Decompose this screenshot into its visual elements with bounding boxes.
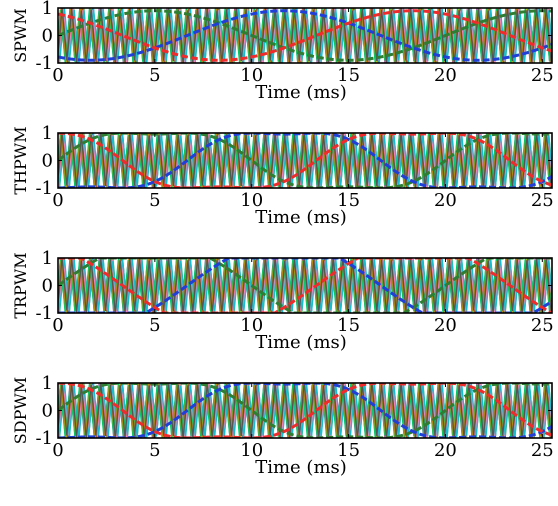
x-tick-label: 5: [149, 315, 160, 336]
carrier-wave: [58, 8, 552, 63]
y-axis-label: SPWM: [11, 8, 30, 63]
reference-wave-phase-2: [58, 9, 552, 62]
y-tick-label: 0: [42, 276, 53, 297]
x-tick-label: 10: [240, 440, 263, 461]
carrier-wave: [58, 258, 552, 313]
y-axis-label: TRPWM: [11, 252, 30, 318]
x-axis-label: Time (ms): [255, 82, 347, 103]
carrier-wave: [58, 258, 552, 313]
x-tick-label: 0: [52, 440, 63, 461]
carrier-wave: [58, 383, 552, 438]
x-tick-label: 20: [434, 65, 457, 86]
y-tick-label: -1: [35, 303, 53, 324]
x-tick-label: 25: [531, 315, 554, 336]
x-axis-label: Time (ms): [255, 332, 347, 353]
x-tick-label: 15: [337, 440, 360, 461]
y-axis-label: SDPWM: [11, 377, 30, 444]
x-tick-label: 15: [337, 315, 360, 336]
plot-area: [58, 383, 552, 438]
x-tick-label: 15: [337, 65, 360, 86]
carrier-wave: [58, 383, 552, 438]
reference-wave-phase-1: [58, 133, 552, 188]
x-tick-label: 5: [149, 440, 160, 461]
x-tick-label: 5: [149, 190, 160, 211]
carrier-wave: [58, 133, 552, 188]
plot-area: [58, 8, 552, 63]
x-tick-label: 25: [531, 190, 554, 211]
y-tick-label: 0: [42, 26, 53, 47]
x-tick-label: 0: [52, 315, 63, 336]
carrier-wave: [58, 383, 552, 438]
carrier-wave: [58, 133, 552, 188]
plot-area: [58, 258, 552, 313]
y-tick-label: 1: [42, 0, 53, 19]
x-tick-label: 10: [240, 65, 263, 86]
reference-wave-phase-1: [58, 383, 552, 438]
x-tick-label: 25: [531, 440, 554, 461]
x-axis-label: Time (ms): [255, 457, 347, 478]
y-tick-label: 1: [42, 248, 53, 269]
carrier-wave: [58, 133, 552, 188]
y-tick-label: -1: [35, 178, 53, 199]
y-axis-label: THPWM: [11, 126, 30, 194]
x-tick-label: 0: [52, 190, 63, 211]
x-tick-label: 20: [434, 315, 457, 336]
reference-wave-phase-3: [58, 133, 552, 188]
x-tick-label: 10: [240, 190, 263, 211]
carrier-wave: [58, 258, 552, 313]
x-tick-label: 0: [52, 65, 63, 86]
reference-wave-phase-1: [58, 9, 552, 62]
x-tick-label: 15: [337, 190, 360, 211]
y-tick-label: -1: [35, 428, 53, 449]
y-tick-label: 1: [42, 123, 53, 144]
x-tick-label: 5: [149, 65, 160, 86]
reference-wave-phase-1: [58, 258, 552, 313]
y-tick-label: -1: [35, 53, 53, 74]
reference-wave-phase-3: [58, 383, 552, 438]
y-tick-label: 1: [42, 373, 53, 394]
x-axis-label: Time (ms): [255, 207, 347, 228]
x-tick-label: 10: [240, 315, 263, 336]
x-tick-label: 20: [434, 440, 457, 461]
y-tick-label: 0: [42, 401, 53, 422]
x-tick-label: 25: [531, 65, 554, 86]
carrier-wave: [58, 383, 552, 438]
x-tick-label: 20: [434, 190, 457, 211]
y-tick-label: 0: [42, 151, 53, 172]
carrier-wave: [58, 133, 552, 188]
carrier-wave: [58, 8, 552, 63]
plot-area: [58, 133, 552, 188]
